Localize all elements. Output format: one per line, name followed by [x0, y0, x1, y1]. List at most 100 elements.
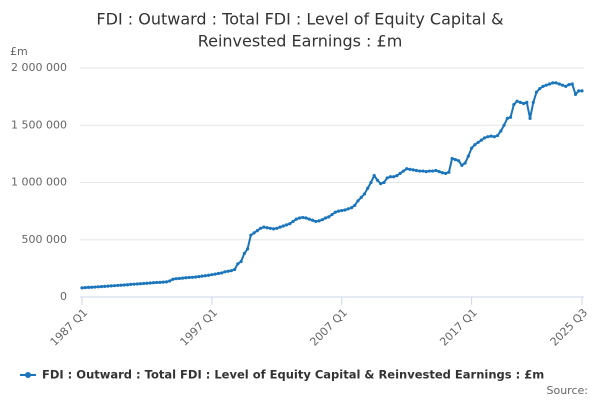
point — [148, 281, 152, 285]
point — [181, 276, 185, 280]
point — [401, 169, 406, 173]
point — [304, 216, 308, 220]
point — [362, 192, 367, 196]
point — [239, 259, 243, 264]
point — [275, 226, 279, 230]
point — [489, 134, 493, 138]
point — [297, 216, 302, 220]
point — [418, 169, 422, 173]
point — [567, 83, 571, 87]
point — [291, 219, 295, 224]
point — [573, 92, 578, 96]
point — [164, 280, 169, 284]
point — [340, 208, 344, 213]
point — [184, 276, 188, 280]
point — [125, 283, 130, 287]
point — [440, 171, 444, 175]
point — [333, 210, 337, 214]
point — [476, 140, 480, 145]
point — [236, 262, 240, 266]
chart-title: FDI : Outward : Total FDI : Level of Equ… — [96, 10, 503, 29]
chart-title: Reinvested Earnings : £m — [198, 32, 403, 51]
point — [207, 273, 211, 277]
point — [310, 218, 315, 222]
point — [346, 207, 350, 211]
point — [421, 169, 425, 173]
point — [538, 87, 542, 91]
point — [271, 227, 276, 231]
point — [479, 138, 483, 142]
point — [314, 219, 318, 224]
point — [99, 284, 104, 289]
point — [258, 226, 263, 230]
point — [90, 285, 94, 289]
x-tick-label: 2007 Q1 — [307, 306, 350, 349]
point — [560, 83, 565, 87]
point — [353, 203, 357, 207]
x-tick-label: 2025 Q3 — [548, 306, 591, 349]
point — [453, 158, 457, 162]
point — [278, 225, 282, 229]
point — [330, 212, 334, 217]
point — [414, 168, 419, 173]
point — [369, 180, 373, 185]
y-tick-label: 2 000 000 — [11, 61, 67, 74]
point — [200, 274, 204, 278]
point — [190, 275, 194, 279]
point — [450, 156, 454, 161]
point — [151, 281, 156, 285]
x-tick-label: 1987 Q1 — [48, 306, 91, 349]
point — [245, 247, 250, 251]
point — [138, 282, 143, 286]
point — [320, 218, 324, 222]
point — [262, 225, 266, 229]
point — [142, 281, 146, 286]
point — [223, 270, 227, 274]
point — [366, 186, 370, 190]
point — [343, 208, 347, 212]
point — [547, 82, 552, 86]
point — [327, 215, 331, 219]
point — [116, 283, 120, 288]
point — [307, 217, 311, 221]
legend-symbol — [25, 372, 31, 378]
source: Source: — [547, 384, 589, 397]
point — [194, 275, 198, 279]
point — [232, 267, 237, 272]
point — [388, 175, 393, 179]
point — [395, 174, 399, 178]
point — [541, 84, 545, 88]
point — [570, 82, 574, 86]
point — [521, 101, 526, 106]
point — [226, 269, 230, 273]
point — [216, 271, 220, 276]
point — [482, 136, 487, 140]
point — [382, 180, 386, 185]
point — [463, 161, 467, 165]
point — [427, 169, 432, 173]
x-tick-label: 2017 Q1 — [437, 306, 480, 349]
point — [80, 286, 84, 290]
point — [554, 81, 558, 85]
point — [288, 222, 292, 226]
point — [512, 103, 516, 107]
point — [405, 167, 409, 171]
point — [255, 228, 259, 233]
point — [96, 285, 100, 289]
y-tick-label: 0 — [60, 290, 67, 303]
point — [220, 271, 224, 275]
point — [515, 99, 519, 103]
point — [284, 223, 289, 227]
point — [86, 285, 91, 289]
point — [431, 169, 435, 173]
point — [106, 284, 110, 288]
point — [265, 226, 269, 230]
point — [457, 159, 461, 163]
point — [177, 276, 182, 281]
point — [158, 280, 162, 284]
point — [213, 272, 217, 276]
point — [505, 116, 509, 120]
point — [499, 129, 503, 133]
point — [135, 282, 139, 286]
point — [171, 277, 175, 281]
